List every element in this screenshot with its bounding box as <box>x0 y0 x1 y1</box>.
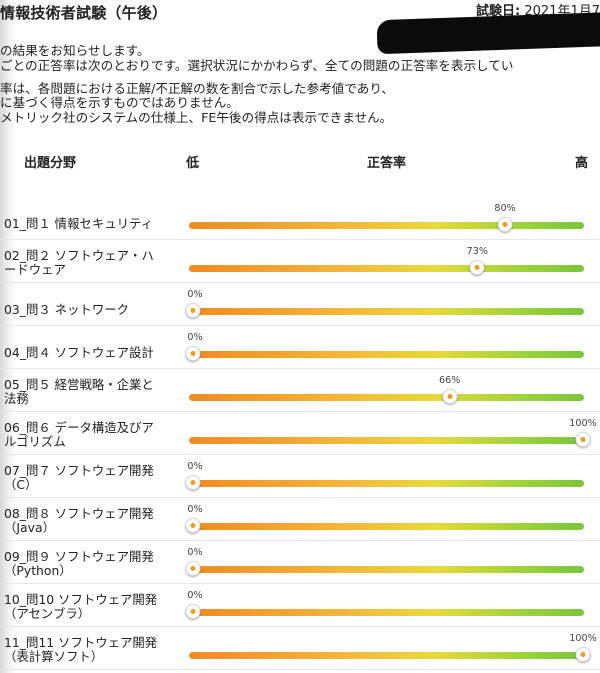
row-label: 06_問６ データ構造及びア ルゴリズム <box>4 421 182 449</box>
rate-marker-icon <box>575 432 591 447</box>
rate-bar <box>189 480 584 487</box>
rate-marker-icon <box>185 518 201 533</box>
rate-percent-label: 0% <box>187 504 203 515</box>
row-label: 02_問２ ソフトウェア・ハ ードウェア <box>4 249 182 277</box>
intro-line: 率は、各問題における正解/不正解の数を割合で示した参考値であり、 <box>0 80 395 96</box>
intro-line: ごとの正答率は次のとおりです。選択状況にかかわらず、全ての問題の正答率を表示して… <box>0 57 514 73</box>
rate-marker-icon <box>575 647 591 662</box>
rate-bar <box>189 566 584 573</box>
row-label-line: 07_問７ ソフトウェア開発 <box>4 463 154 478</box>
rate-percent-label: 66% <box>439 375 461 386</box>
row-label-line: 09_問９ ソフトウェア開発 <box>4 549 154 564</box>
score-row: 07_問７ ソフトウェア開発 （C） 0% <box>0 454 600 498</box>
intro-text: の結果をお知らせします。 ごとの正答率は次のとおりです。選択状況にかかわらず、全… <box>0 43 600 126</box>
row-label-line: 06_問６ データ構造及びア <box>4 420 154 435</box>
rate-marker-icon <box>185 475 201 490</box>
intro-line: に基づく得点を示すものではありません。 <box>0 95 239 111</box>
row-label-line: 10_問10 ソフトウェア開発 <box>4 592 158 607</box>
row-label-line: （アセンブラ） <box>4 606 91 621</box>
rate-bar <box>189 265 584 272</box>
row-label-line: （Java） <box>4 520 55 535</box>
row-label: 09_問９ ソフトウェア開発 （Python） <box>4 550 182 578</box>
rate-bar <box>189 523 584 530</box>
row-label-line: 08_問８ ソフトウェア開発 <box>4 506 154 521</box>
row-label: 01_問１ 情報セキュリティ <box>4 217 182 231</box>
page-edge-shadow <box>0 0 16 673</box>
score-row: 11_問11 ソフトウェア開発 （表計算ソフト） 100% <box>0 626 600 670</box>
rate-percent-label: 0% <box>187 289 203 300</box>
score-row: 02_問２ ソフトウェア・ハ ードウェア 73% <box>0 239 600 283</box>
row-label: 08_問８ ソフトウェア開発 （Java） <box>4 507 182 535</box>
row-label: 11_問11 ソフトウェア開発 （表計算ソフト） <box>4 636 182 664</box>
rate-marker-icon <box>442 389 458 404</box>
header-field: 出題分野 <box>24 156 77 171</box>
row-label-line: 法務 <box>4 391 29 406</box>
table-header: 出題分野 低 正答率 高 <box>0 152 600 172</box>
rate-bar <box>189 437 584 444</box>
row-label-line: 11_問11 ソフトウェア開発 <box>4 635 158 650</box>
page-title: 情報技術者試験（午後） <box>0 4 168 22</box>
rate-marker-icon <box>185 604 201 619</box>
rate-bar <box>189 308 584 315</box>
rate-bar <box>189 652 584 659</box>
rate-percent-label: 0% <box>187 547 203 558</box>
rate-bar <box>189 351 584 358</box>
rate-percent-label: 80% <box>494 203 516 214</box>
intro-line: の結果をお知らせします。 <box>0 43 150 58</box>
row-label-line: （表計算ソフト） <box>4 649 104 664</box>
score-row: 01_問１ 情報セキュリティ 80% <box>0 196 600 240</box>
header-low: 低 <box>186 156 200 171</box>
rate-marker-icon <box>185 303 201 318</box>
rate-percent-label: 73% <box>466 246 489 257</box>
header-rate: 正答率 <box>367 156 407 171</box>
rate-percent-label: 100% <box>569 418 597 429</box>
row-label-line: 03_問３ ネットワーク <box>4 302 130 317</box>
row-label-line: （C） <box>4 477 38 492</box>
row-label: 04_問４ ソフトウェア設計 <box>4 346 182 360</box>
row-label: 10_問10 ソフトウェア開発 （アセンブラ） <box>4 593 182 621</box>
rate-percent-label: 0% <box>187 332 203 343</box>
header-high: 高 <box>575 156 589 171</box>
intro-line: メトリック社のシステムの仕様上、FE午後の得点は表示できません。 <box>0 110 393 126</box>
rate-marker-icon <box>469 260 485 275</box>
rate-percent-label: 0% <box>187 590 203 601</box>
rate-marker-icon <box>185 346 201 361</box>
row-label-line: 04_問４ ソフトウェア設計 <box>4 345 154 360</box>
rate-bar <box>189 609 584 616</box>
rate-bar <box>189 222 584 229</box>
row-label-line: 01_問１ 情報セキュリティ <box>4 216 154 231</box>
rate-percent-label: 0% <box>187 461 203 472</box>
row-label: 03_問３ ネットワーク <box>4 303 182 317</box>
row-label: 07_問７ ソフトウェア開発 （C） <box>4 464 182 492</box>
row-label-line: （Python） <box>4 563 72 578</box>
score-row: 10_問10 ソフトウェア開発 （アセンブラ） 0% <box>0 583 600 627</box>
rate-bar <box>189 394 584 401</box>
rate-marker-icon <box>185 561 201 576</box>
row-label-line: ルゴリズム <box>4 434 66 449</box>
row-label-line: ードウェア <box>4 262 66 277</box>
score-row: 09_問９ ソフトウェア開発 （Python） 0% <box>0 540 600 584</box>
score-row: 05_問５ 経営戦略・企業と 法務 66% <box>0 368 600 412</box>
score-row: 03_問３ ネットワーク 0% <box>0 282 600 326</box>
score-row: 08_問８ ソフトウェア開発 （Java） 0% <box>0 497 600 541</box>
score-row: 04_問４ ソフトウェア設計 0% <box>0 325 600 369</box>
row-label: 05_問５ 経営戦略・企業と 法務 <box>4 378 182 406</box>
row-label-line: 02_問２ ソフトウェア・ハ <box>4 248 154 263</box>
rate-percent-label: 100% <box>569 633 597 644</box>
rate-marker-icon <box>497 217 513 232</box>
score-row: 06_問６ データ構造及びア ルゴリズム 100% <box>0 411 600 455</box>
row-label-line: 05_問５ 経営戦略・企業と <box>4 377 154 392</box>
